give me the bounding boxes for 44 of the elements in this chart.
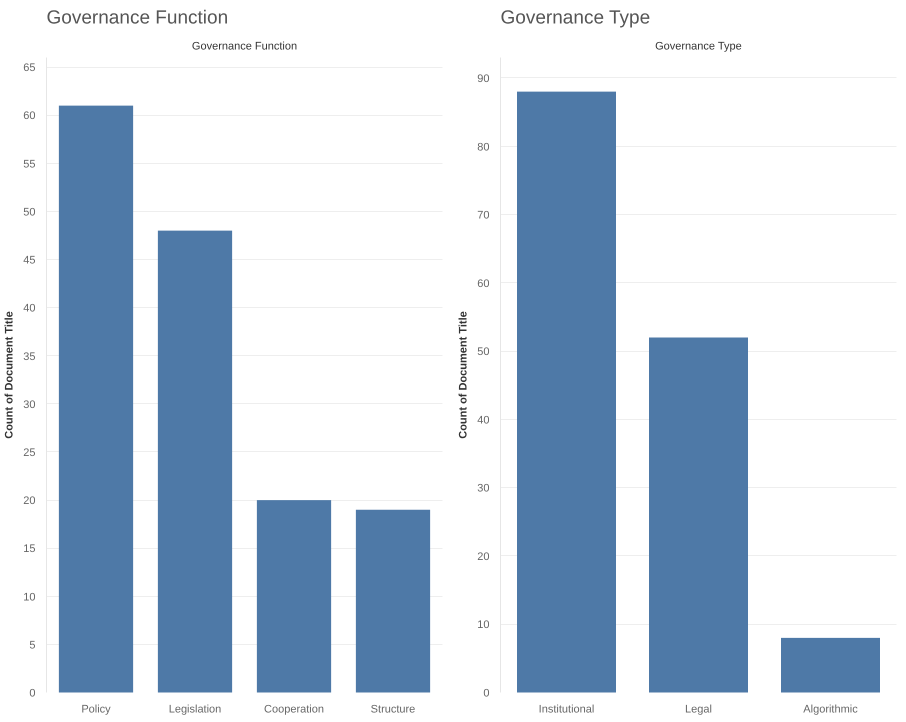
bar <box>781 638 880 692</box>
y-tick-label: 20 <box>23 495 36 508</box>
y-tick-label: 0 <box>29 688 36 700</box>
bar <box>256 500 332 692</box>
y-tick-label: 60 <box>477 278 490 290</box>
y-tick-label: 55 <box>23 158 36 170</box>
x-tick-label: Policy <box>81 704 112 716</box>
y-tick-label: 35 <box>23 350 36 363</box>
bar <box>517 92 616 692</box>
y-tick-label: 40 <box>23 302 36 315</box>
chart-title: Governance Function <box>46 8 228 28</box>
bar <box>158 230 232 692</box>
x-tick-label: Structure <box>370 704 416 716</box>
bar <box>649 337 748 692</box>
y-tick-label: 0 <box>483 688 490 700</box>
y-tick-label: 25 <box>23 446 36 459</box>
bar <box>58 106 134 692</box>
y-tick-label: 45 <box>23 254 36 267</box>
y-tick-label: 70 <box>477 210 490 222</box>
chart-title: Governance Type <box>500 8 650 28</box>
y-tick-label: 20 <box>477 550 490 563</box>
y-tick-label: 30 <box>477 482 490 495</box>
x-tick-label: Algorithmic <box>803 704 858 716</box>
y-tick-label: 10 <box>477 619 490 632</box>
x-axis-title: Governance Function <box>192 40 298 52</box>
y-tick-label: 90 <box>477 72 490 85</box>
y-tick-label: 10 <box>23 591 36 604</box>
y-tick-label: 15 <box>23 543 36 556</box>
x-tick-label: Legal <box>685 704 712 716</box>
y-axis-title: Count of Document Title <box>457 311 470 439</box>
y-tick-label: 50 <box>23 206 36 218</box>
y-tick-label: 80 <box>477 141 490 154</box>
x-tick-label: Cooperation <box>264 704 324 716</box>
x-tick-label: Institutional <box>538 704 594 716</box>
y-tick-label: 40 <box>477 414 490 426</box>
y-tick-label: 30 <box>23 398 36 411</box>
y-tick-label: 5 <box>29 639 36 652</box>
y-tick-label: 60 <box>23 110 36 122</box>
x-axis-title: Governance Type <box>655 40 742 52</box>
x-tick-label: Legislation <box>168 704 222 716</box>
bar <box>356 510 430 692</box>
y-tick-label: 50 <box>477 346 490 358</box>
y-axis-title: Count of Document Title <box>3 311 16 439</box>
y-tick-label: 65 <box>23 62 36 74</box>
